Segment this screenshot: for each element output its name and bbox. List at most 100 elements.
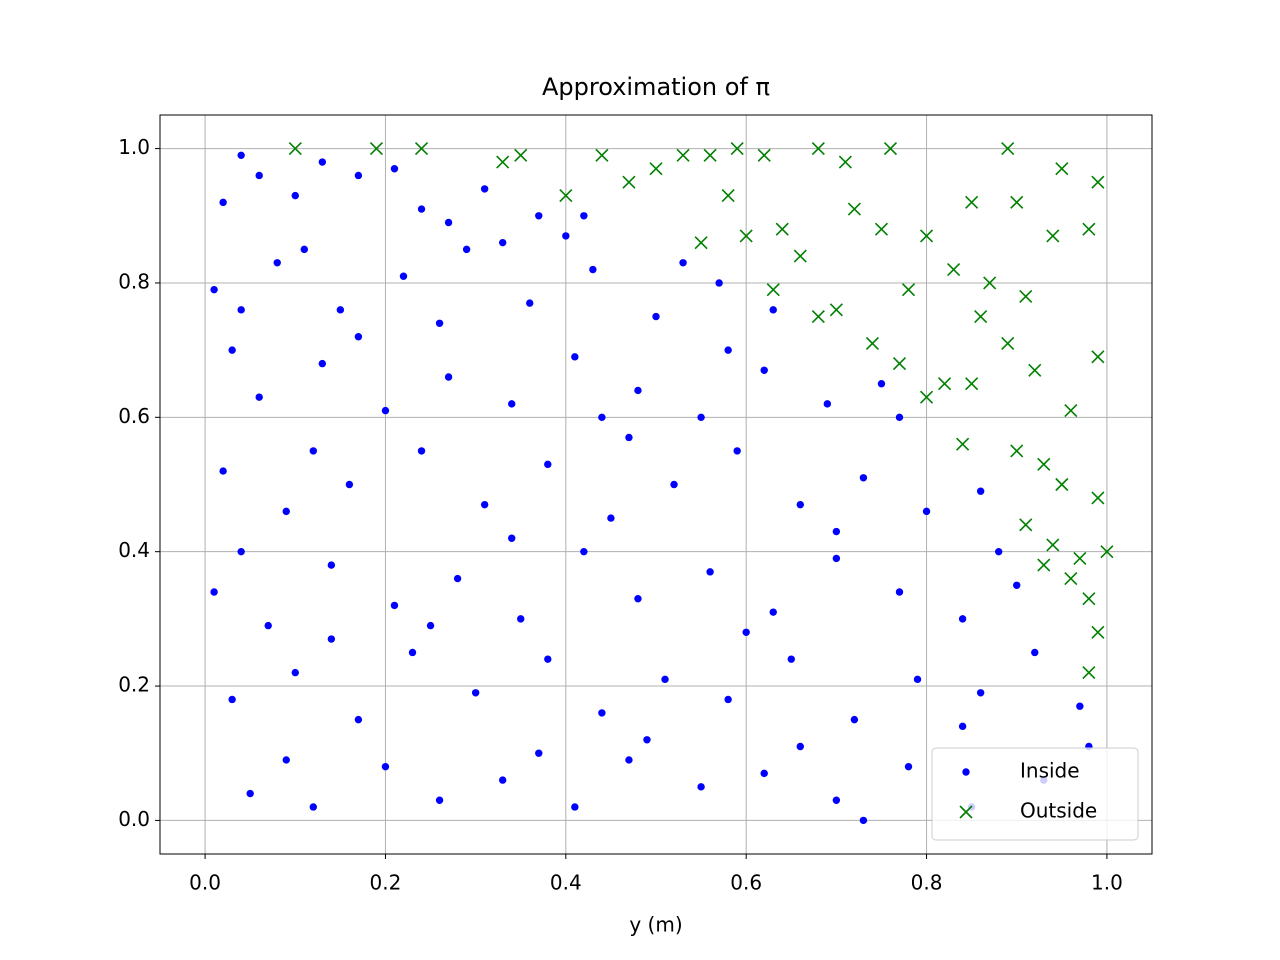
point <box>336 306 345 314</box>
point <box>1013 581 1021 589</box>
point <box>847 202 861 216</box>
point <box>273 259 281 267</box>
point <box>694 236 708 250</box>
point <box>766 283 780 297</box>
legend: Inside Outside <box>931 747 1139 841</box>
point <box>381 762 390 771</box>
point <box>965 377 979 391</box>
point <box>1037 558 1051 572</box>
point <box>643 736 651 744</box>
point <box>838 155 852 169</box>
legend-box <box>931 747 1139 841</box>
point <box>327 635 336 643</box>
point <box>958 722 967 731</box>
point <box>901 283 916 297</box>
x-axis-label: y (m) <box>629 913 682 937</box>
point <box>288 142 302 156</box>
point <box>859 474 868 482</box>
point <box>769 306 777 314</box>
point <box>1010 444 1024 458</box>
point <box>300 245 308 254</box>
point <box>874 222 889 236</box>
point <box>1055 477 1069 492</box>
y-tick-label: 1.0 <box>118 135 150 159</box>
point <box>721 189 735 203</box>
point <box>724 695 732 704</box>
point <box>291 668 299 677</box>
point <box>1091 175 1105 189</box>
point <box>309 803 318 811</box>
point <box>823 400 832 408</box>
point <box>562 232 570 240</box>
point <box>480 500 489 509</box>
point <box>1019 289 1033 303</box>
point <box>514 148 528 162</box>
point <box>496 155 510 169</box>
point <box>414 142 429 156</box>
point <box>974 309 988 324</box>
point <box>1001 336 1015 350</box>
plot-frame <box>159 114 1153 855</box>
point <box>1091 625 1105 639</box>
point <box>976 689 985 697</box>
point <box>883 142 898 156</box>
point <box>625 433 633 442</box>
point <box>829 303 843 317</box>
point <box>210 588 218 596</box>
point <box>919 390 934 404</box>
point <box>983 276 997 290</box>
point <box>480 185 489 193</box>
point <box>417 205 426 213</box>
x-tick-label: 0.6 <box>730 871 762 895</box>
y-tick-label: 0.4 <box>118 538 150 562</box>
point <box>369 142 384 156</box>
legend-marker <box>959 805 973 819</box>
point <box>354 333 363 341</box>
point <box>607 514 615 522</box>
point <box>661 675 669 684</box>
point <box>625 756 633 764</box>
point <box>994 547 1003 556</box>
y-tick-label: 0.2 <box>118 673 150 697</box>
point <box>399 272 408 280</box>
point <box>498 776 507 784</box>
point <box>309 447 318 455</box>
point <box>697 413 705 422</box>
point <box>760 366 768 374</box>
point <box>877 380 886 388</box>
y-tick-label: 0.8 <box>118 269 150 293</box>
point <box>922 507 931 516</box>
point <box>498 238 507 247</box>
point <box>471 689 480 697</box>
point <box>1055 162 1069 176</box>
point <box>453 574 462 583</box>
point <box>634 595 642 603</box>
point <box>859 816 868 825</box>
point <box>318 158 327 166</box>
point <box>697 783 705 791</box>
point <box>760 769 768 778</box>
point <box>796 742 804 751</box>
point <box>679 259 687 267</box>
point <box>571 353 579 361</box>
x-tick-label: 0.2 <box>370 871 402 895</box>
point <box>769 608 777 616</box>
point <box>435 319 444 327</box>
point <box>444 373 453 381</box>
point <box>724 346 732 354</box>
point <box>327 561 336 569</box>
point <box>1082 666 1096 680</box>
point <box>1082 222 1096 236</box>
point <box>390 165 399 173</box>
point <box>544 460 552 469</box>
point <box>757 148 771 162</box>
point <box>237 151 245 160</box>
point <box>1091 350 1105 364</box>
y-tick-label: 0.6 <box>118 404 150 428</box>
point <box>417 447 426 455</box>
point <box>264 621 272 630</box>
point <box>919 229 934 243</box>
point <box>508 400 516 408</box>
point <box>730 142 744 156</box>
